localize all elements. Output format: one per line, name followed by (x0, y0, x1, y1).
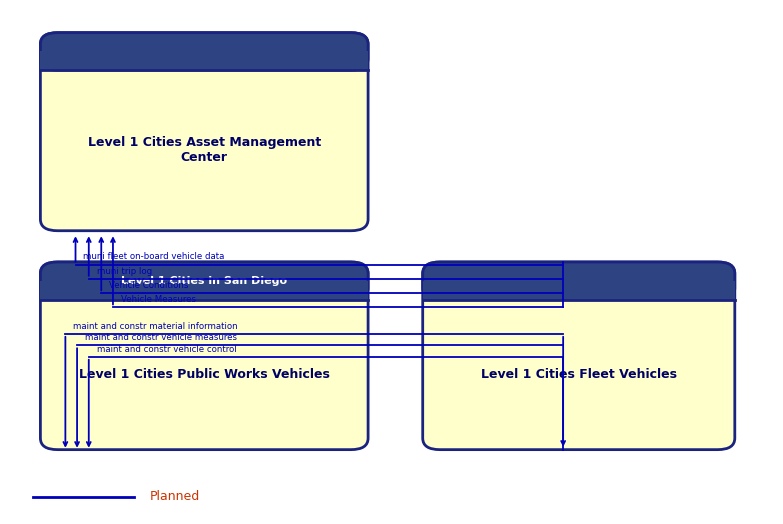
Text: muni trip log: muni trip log (96, 267, 152, 276)
Bar (41, 51, 368, 70)
Text: maint and constr material information: maint and constr material information (73, 322, 238, 331)
Bar (423, 281, 734, 300)
Text: Vehicle Conditions: Vehicle Conditions (109, 281, 189, 290)
FancyBboxPatch shape (423, 262, 734, 450)
FancyBboxPatch shape (41, 32, 368, 231)
Text: Vehicle Measures: Vehicle Measures (121, 295, 196, 304)
Text: Planned: Planned (150, 490, 200, 503)
Text: Level 1 Cities Fleet Vehicles: Level 1 Cities Fleet Vehicles (481, 368, 677, 381)
Text: maint and constr vehicle measures: maint and constr vehicle measures (85, 333, 237, 342)
Text: Level 1 Cities in San Diego: Level 1 Cities in San Diego (121, 276, 287, 286)
Text: Level 1 Cities Public Works Vehicles: Level 1 Cities Public Works Vehicles (79, 368, 330, 381)
Text: maint and constr vehicle control: maint and constr vehicle control (96, 345, 236, 354)
Text: Level 1 Cities Asset Management
Center: Level 1 Cities Asset Management Center (88, 136, 321, 165)
FancyBboxPatch shape (41, 32, 368, 70)
FancyBboxPatch shape (41, 262, 368, 300)
FancyBboxPatch shape (41, 262, 368, 450)
FancyBboxPatch shape (423, 262, 734, 300)
Bar (41, 281, 368, 300)
Text: muni fleet on-board vehicle data: muni fleet on-board vehicle data (83, 253, 225, 261)
